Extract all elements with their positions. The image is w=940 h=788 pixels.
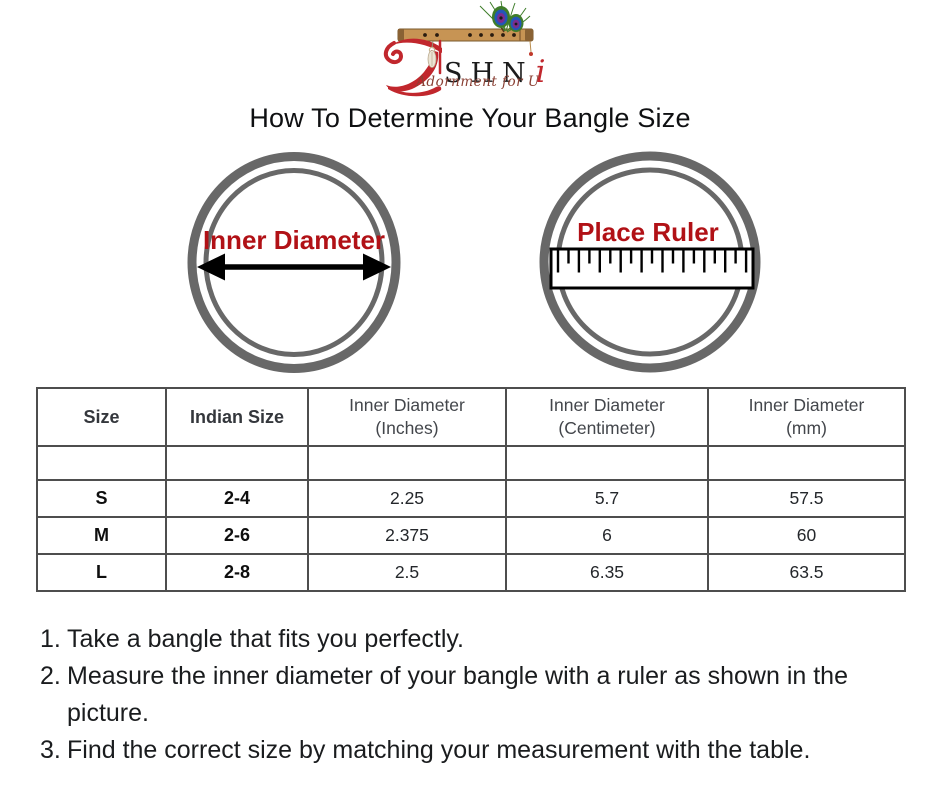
list-number: 3. — [40, 736, 61, 764]
header-size: Size — [36, 387, 167, 447]
list-item: 3. Find the correct size by matching you… — [40, 732, 916, 769]
page-title: How To Determine Your Bangle Size — [249, 103, 691, 133]
bangle-outer-ring — [539, 151, 761, 373]
instruction-text: Take a bangle that fits you perfectly. — [67, 625, 464, 653]
header-indian-size: Indian Size — [165, 387, 309, 447]
tassel-icon — [427, 40, 437, 68]
bangle-place-ruler-diagram: Place Ruler — [539, 151, 761, 373]
size-chart-table: Size Indian Size Inner Diameter (Inches)… — [36, 387, 906, 592]
peacock-feather-icon — [479, 0, 531, 33]
brand-tagline: Adornment for U — [416, 74, 540, 90]
logo-artwork — [383, 0, 534, 97]
brand-logo: SHNi Adornment for U — [378, 0, 568, 100]
list-number: 1. — [40, 625, 61, 653]
table-row-medium: M 2-6 2.375 6 60 — [36, 516, 906, 555]
bangle-inner-diameter-diagram: Inner Diameter — [187, 152, 401, 373]
instruction-list: 1. Take a bangle that fits you perfectly… — [40, 621, 916, 769]
bangle-inner-ring — [203, 168, 385, 357]
list-item: 1. Take a bangle that fits you perfectly… — [40, 621, 916, 658]
header-inner-diameter-inches: Inner Diameter (Inches) — [307, 387, 507, 447]
brand-suffix-text: i — [535, 54, 546, 90]
table-header-row: Size Indian Size Inner Diameter (Inches)… — [36, 387, 906, 447]
brand-text: SHN — [444, 58, 534, 89]
header-inner-diameter-mm: Inner Diameter (mm) — [707, 387, 906, 447]
brand-name: SHNi — [444, 54, 546, 90]
header-inner-diameter-centimeter: Inner Diameter (Centimeter) — [505, 387, 709, 447]
table-row-small: S 2-4 2.25 5.7 57.5 — [36, 479, 906, 518]
diameter-arrow-icon — [197, 253, 391, 281]
flute-icon — [397, 28, 534, 56]
table-row-large: L 2-8 2.5 6.35 63.5 — [36, 553, 906, 592]
ruler-icon — [549, 247, 755, 290]
list-number: 2. — [40, 662, 61, 690]
table-row-empty — [36, 445, 906, 481]
instruction-text: Find the correct size by matching your m… — [67, 736, 811, 764]
place-ruler-label: Place Ruler — [577, 217, 719, 247]
measurement-diagrams: Inner Diameter Place Ruler — [187, 151, 761, 373]
bangle-outer-ring — [187, 152, 401, 373]
inner-diameter-label: Inner Diameter — [203, 225, 385, 255]
instruction-text: Measure the inner diameter of your bangl… — [67, 662, 848, 727]
list-item: 2. Measure the inner diameter of your ba… — [40, 658, 916, 732]
